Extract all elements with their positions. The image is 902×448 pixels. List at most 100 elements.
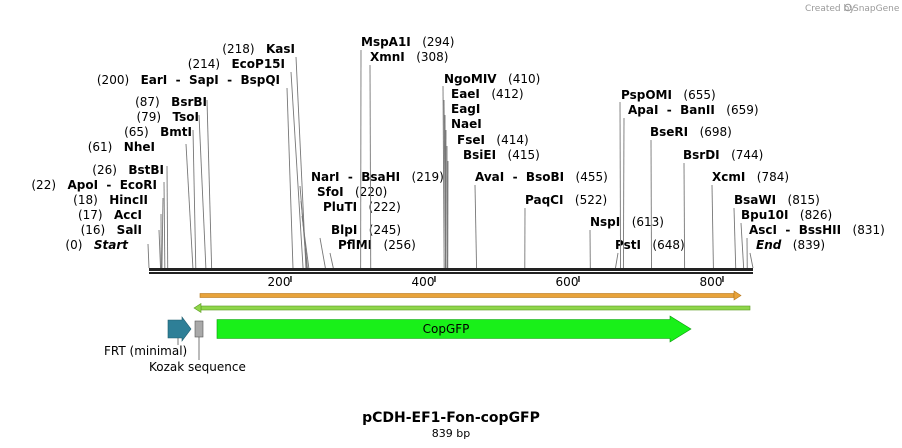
site-leader-line [185,143,194,269]
site-position: (308) [405,50,449,64]
restriction-site-label[interactable]: AvaI - BsoBI (455) [475,170,608,184]
restriction-site-label[interactable]: BlpI (245) [331,223,401,237]
restriction-site-label[interactable]: (17) AccI [78,208,142,222]
site-position: (522) [563,193,607,207]
restriction-site-label[interactable]: BsiEI (415) [463,148,540,162]
restriction-site-label[interactable]: (26) BstBI [92,163,164,177]
site-name: AscI - BssHII [749,223,841,237]
restriction-site-label[interactable]: PaqCI (522) [525,193,607,207]
site-position: (79) [136,110,172,124]
site-name: XmnI [370,50,405,64]
site-leader-line [622,117,625,269]
restriction-site-label[interactable]: EagI [451,102,480,116]
kozak-sequence-feature[interactable] [194,320,204,338]
restriction-site-label[interactable]: BsaWI (815) [734,193,820,207]
site-leader-line [286,87,294,269]
ruler-tick-800 [722,276,724,282]
sequence-backbone-strand [149,272,753,274]
site-position: (414) [485,133,529,147]
credit-prefix: Created by [805,4,855,14]
site-leader-line [442,85,445,269]
site-name: EagI [451,102,480,116]
restriction-site-label[interactable]: PstI (648) [615,238,685,252]
restriction-site-label[interactable]: (22) ApoI - EcoRI [31,178,157,192]
site-name: MspA1I [361,35,411,49]
site-name: ApaI - BanII [628,103,715,117]
restriction-site-label[interactable]: (0) Start [65,238,129,252]
restriction-site-label[interactable]: NgoMIV (410) [444,72,540,86]
site-name: PspOMI [621,88,672,102]
sequence-backbone[interactable] [149,268,753,271]
site-leader-line [290,71,304,269]
restriction-site-label[interactable]: (65) BmtI [124,125,192,139]
restriction-site-label[interactable]: NspI (613) [590,215,664,229]
restriction-site-label[interactable]: (61) NheI [88,140,155,154]
site-position: (613) [620,215,664,229]
site-name: PaqCI [525,193,563,207]
site-name: BsrDI [683,148,720,162]
site-name: AvaI - BsoBI [475,170,564,184]
site-position: (415) [496,148,540,162]
site-position: (22) [31,178,67,192]
site-leader-line [749,252,754,269]
credit-brand[interactable]: SnapGene [853,4,900,14]
site-name: PstI [615,238,641,252]
restriction-site-label[interactable]: PflMI (256) [338,238,416,252]
site-position: (659) [715,103,759,117]
restriction-site-label[interactable]: PluTI (222) [323,200,401,214]
restriction-site-label[interactable]: AscI - BssHII (831) [749,223,885,237]
restriction-site-label[interactable]: (218) KasI [222,42,295,56]
restriction-site-label[interactable]: PspOMI (655) [621,88,716,102]
orf-forward[interactable] [199,290,742,301]
frt-minimal-feature[interactable] [167,316,192,342]
restriction-site-label[interactable]: NaeI [451,117,482,131]
restriction-site-label[interactable]: MspA1I (294) [361,35,455,49]
site-position: (744) [720,148,764,162]
restriction-site-label[interactable]: FseI (414) [457,133,529,147]
site-position: (294) [411,35,455,49]
restriction-site-label[interactable]: (200) EarI - SapI - BspQI [97,73,280,87]
frt-label: FRT (minimal) [104,344,187,358]
site-leader-line [369,64,372,269]
site-name: BlpI [331,223,357,237]
site-leader-line [619,101,621,269]
site-name: BsiEI [463,148,496,162]
restriction-site-label[interactable]: End (839) [756,238,825,252]
site-position: (61) [88,140,124,154]
site-leader-line [163,181,166,269]
site-name: NheI [124,140,155,154]
restriction-site-label[interactable]: Bpu10I (826) [741,208,832,222]
restriction-site-label[interactable]: XcmI (784) [712,170,789,184]
restriction-site-label[interactable]: EaeI (412) [451,87,524,101]
site-name: End [756,238,782,252]
restriction-site-label[interactable]: (87) BsrBI [135,95,207,109]
restriction-site-label[interactable]: SfoI (220) [317,185,387,199]
snapgene-logo-icon [844,3,852,12]
site-leader-line [319,237,326,269]
site-position: (0) [65,238,93,252]
restriction-site-label[interactable]: ApaI - BanII (659) [628,103,759,117]
site-name: SalI [117,223,142,237]
ruler-label-600: 600 [556,275,579,289]
ruler-label-200: 200 [268,275,291,289]
restriction-site-label[interactable]: (214) EcoP15I [188,57,285,71]
site-leader-line [740,222,745,269]
site-name: NaeI [451,117,482,131]
site-position: (826) [788,208,832,222]
restriction-site-label[interactable]: (16) SalI [81,223,142,237]
restriction-site-label[interactable]: (79) TsoI [136,110,199,124]
site-position: (412) [480,87,524,101]
kozak-label: Kozak sequence [149,360,246,374]
site-position: (410) [497,72,541,86]
site-leader-line [329,252,334,269]
restriction-site-label[interactable]: NarI - BsaHI (219) [311,170,444,184]
site-position: (698) [688,125,732,139]
restriction-site-label[interactable]: BseRI (698) [650,125,732,139]
restriction-site-label[interactable]: XmnI (308) [370,50,448,64]
site-name: AccI [114,208,142,222]
orf-reverse[interactable] [193,302,751,314]
restriction-site-label[interactable]: BsrDI (744) [683,148,763,162]
copgfp-feature[interactable] [216,315,692,343]
site-name: ApoI - EcoRI [67,178,157,192]
restriction-site-label[interactable]: (18) HincII [73,193,148,207]
